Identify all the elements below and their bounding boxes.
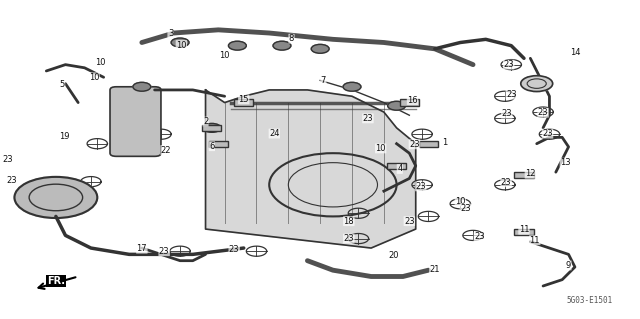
Bar	[209, 141, 228, 147]
Bar	[419, 141, 438, 147]
Text: 10: 10	[220, 51, 230, 60]
Text: 15: 15	[239, 95, 249, 104]
Circle shape	[171, 38, 189, 47]
Text: 9: 9	[566, 261, 571, 270]
Text: 23: 23	[501, 178, 511, 187]
Text: 23: 23	[159, 247, 170, 256]
Text: 23: 23	[504, 60, 514, 69]
Text: 19: 19	[59, 132, 69, 141]
Text: 20: 20	[388, 251, 399, 260]
Text: 23: 23	[538, 108, 548, 117]
Bar	[387, 163, 406, 169]
Text: 2: 2	[203, 117, 208, 126]
Text: 18: 18	[344, 217, 354, 226]
Bar	[400, 100, 419, 106]
Bar	[234, 100, 253, 106]
Text: 23: 23	[415, 182, 426, 191]
Circle shape	[388, 101, 406, 110]
Text: 13: 13	[560, 158, 571, 167]
Circle shape	[133, 82, 151, 91]
Text: 10: 10	[95, 58, 106, 67]
Text: 23: 23	[229, 245, 239, 254]
Text: 23: 23	[409, 140, 420, 149]
Text: 23: 23	[3, 155, 13, 164]
Text: 23: 23	[363, 114, 373, 123]
Text: 16: 16	[407, 96, 418, 105]
Text: 10: 10	[455, 197, 465, 206]
Text: 23: 23	[542, 129, 553, 138]
Circle shape	[228, 41, 246, 50]
Bar	[515, 229, 534, 235]
Text: 7: 7	[321, 76, 326, 85]
Text: 23: 23	[502, 109, 512, 118]
Text: 8: 8	[289, 34, 294, 43]
Text: 11: 11	[519, 225, 529, 234]
Circle shape	[311, 44, 329, 53]
Text: 6: 6	[209, 142, 214, 151]
Text: 5G03-E1501: 5G03-E1501	[567, 296, 613, 305]
Text: 21: 21	[429, 265, 440, 274]
Bar	[515, 172, 534, 178]
Circle shape	[203, 123, 221, 132]
Text: 23: 23	[506, 90, 516, 99]
Text: 3: 3	[168, 28, 173, 38]
Text: 14: 14	[570, 48, 580, 57]
Text: 23: 23	[404, 217, 415, 226]
Text: 24: 24	[269, 129, 280, 138]
Text: 10: 10	[176, 41, 187, 49]
Bar	[202, 125, 221, 131]
Text: 11: 11	[529, 236, 540, 245]
Circle shape	[273, 41, 291, 50]
Circle shape	[343, 82, 361, 91]
Text: 23: 23	[344, 234, 354, 243]
Text: 4: 4	[397, 165, 403, 174]
Text: 12: 12	[525, 169, 536, 178]
Text: 23: 23	[460, 204, 470, 213]
Text: 10: 10	[89, 73, 99, 82]
Text: FR.: FR.	[47, 276, 65, 286]
Circle shape	[15, 177, 97, 218]
FancyBboxPatch shape	[110, 87, 161, 156]
Text: 23: 23	[6, 175, 17, 185]
Text: 5: 5	[60, 80, 65, 89]
Text: 23: 23	[474, 233, 484, 241]
Text: 1: 1	[442, 137, 447, 147]
Text: 22: 22	[161, 145, 172, 154]
Circle shape	[521, 76, 552, 92]
Polygon shape	[205, 90, 416, 248]
Text: 10: 10	[376, 144, 386, 153]
Text: 17: 17	[136, 244, 147, 253]
